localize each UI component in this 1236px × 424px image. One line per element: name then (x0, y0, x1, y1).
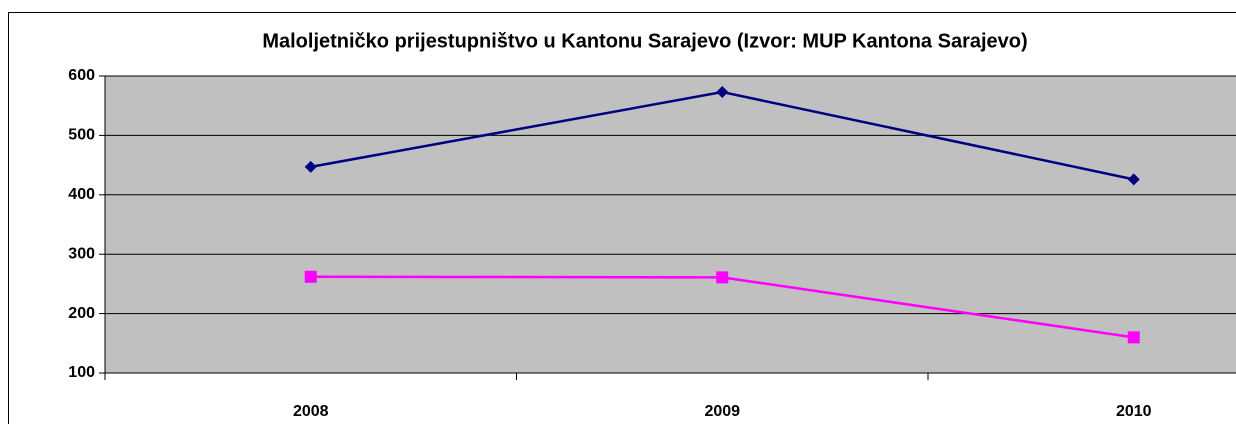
data-point (304, 160, 317, 173)
y-tick-label: 300 (68, 245, 95, 262)
chart-title: Maloljetničko prijestupništvo u Kantonu … (262, 30, 1027, 52)
data-point (1127, 331, 1140, 344)
x-tick-label: 2010 (1116, 403, 1152, 420)
x-tick-label: 2009 (704, 403, 740, 420)
data-point (1127, 173, 1140, 186)
y-tick-label: 500 (68, 127, 95, 144)
y-tick-label: 400 (68, 186, 95, 203)
data-point (304, 270, 317, 283)
x-tick-label: 2008 (293, 403, 329, 420)
data-point (716, 86, 729, 99)
plot-area (105, 76, 1236, 373)
y-tick-label: 200 (68, 305, 95, 322)
data-point (716, 271, 729, 284)
y-tick-label: 600 (68, 67, 95, 84)
y-tick-label: 100 (68, 364, 95, 381)
